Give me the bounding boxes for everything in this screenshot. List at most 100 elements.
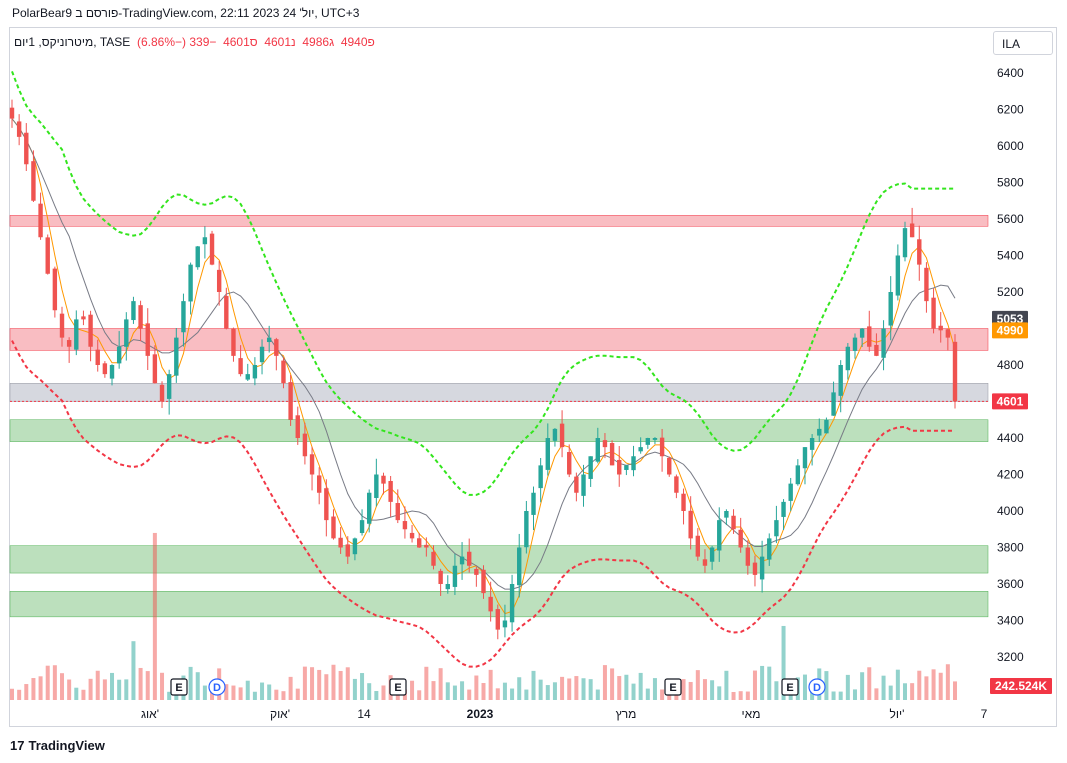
candle-body <box>481 569 486 594</box>
dividend-marker[interactable]: D <box>808 678 826 696</box>
volume-bar <box>102 679 107 700</box>
tradingview-logo[interactable]: 17 TradingView <box>10 738 105 753</box>
candle-body <box>759 556 765 580</box>
volume-bar <box>224 684 229 700</box>
candle-body <box>902 228 908 258</box>
volume-label-box <box>990 678 1052 694</box>
volume-bar <box>160 672 165 700</box>
volume-bar <box>417 690 422 700</box>
volume-bar <box>574 676 579 700</box>
y-tick-label: 4800 <box>997 358 1024 372</box>
candle-body <box>266 337 272 343</box>
dividend-marker[interactable]: D <box>208 678 226 696</box>
candle-body <box>888 292 893 326</box>
envelope-lower-line <box>11 340 955 668</box>
volume-bar <box>560 676 565 700</box>
candle-body <box>824 419 829 434</box>
branding-text: TradingView <box>28 738 105 753</box>
volume-bar <box>902 683 907 700</box>
volume-bar <box>910 683 915 700</box>
price-label-text: 4601 <box>997 394 1024 408</box>
candle-body <box>374 474 379 498</box>
publish-caption: PolarBear9 פורסם ב-TradingView.com, 22:1… <box>12 6 360 20</box>
volume-bar <box>381 685 386 700</box>
candle-body <box>445 584 450 590</box>
high-label: ג <box>329 35 335 49</box>
chart-frame[interactable] <box>9 27 1057 727</box>
volume-bar <box>652 678 657 700</box>
volume-bar <box>60 673 65 700</box>
zone-red <box>9 215 989 227</box>
candle-body <box>859 328 865 338</box>
candle-body <box>809 438 815 450</box>
candle-body <box>181 301 186 333</box>
x-tick-label: אוג' <box>141 707 159 721</box>
candle-body <box>331 516 336 539</box>
volume-bar <box>424 666 429 700</box>
volume-bar <box>838 691 843 700</box>
earnings-marker[interactable]: E <box>664 678 682 696</box>
volume-bar <box>802 674 807 700</box>
candle-body <box>52 268 58 311</box>
symbol-label[interactable]: מיטרוניקס, 1יום, TASE <box>14 35 131 49</box>
candle-body <box>681 493 686 511</box>
candle-body <box>116 346 122 364</box>
candle-body <box>259 346 265 363</box>
volume-bar <box>860 672 865 700</box>
candle-body <box>845 346 851 371</box>
earnings-marker[interactable]: E <box>781 678 799 696</box>
candle-body <box>931 297 936 329</box>
candle-body <box>152 354 158 384</box>
candle-body <box>166 374 172 399</box>
event-letter: E <box>786 682 793 694</box>
y-tick-label: 3800 <box>997 541 1024 555</box>
earnings-marker[interactable]: E <box>389 678 407 696</box>
candle-body <box>359 520 365 534</box>
candle-body <box>695 535 701 557</box>
volume-bar <box>260 682 265 700</box>
volume-bar <box>881 675 886 700</box>
candle-body <box>431 551 436 566</box>
volume-bar <box>195 672 200 700</box>
volume-bar <box>924 676 929 700</box>
earnings-icon <box>389 678 407 696</box>
candle-body <box>209 233 215 265</box>
sma-slow-line <box>11 118 956 590</box>
volume-bar <box>945 664 950 700</box>
volume-bar <box>110 672 115 700</box>
y-tick-label: 6400 <box>997 66 1024 80</box>
volume-bar <box>874 688 879 700</box>
candle-body <box>652 438 658 440</box>
volume-bar <box>10 688 14 700</box>
volume-bar <box>231 685 236 700</box>
volume-bar <box>431 681 436 700</box>
high-value: 4986 <box>302 35 330 49</box>
candle-body <box>531 492 536 515</box>
volume-bar <box>31 678 36 700</box>
volume-bar <box>138 667 143 700</box>
volume-bar <box>888 685 893 700</box>
earnings-marker[interactable]: E <box>170 678 188 696</box>
x-tick-label: מאי <box>742 707 761 721</box>
earnings-icon <box>170 678 188 696</box>
candle-body <box>45 237 50 274</box>
change-value: −339 (−6.86%) <box>136 35 217 49</box>
candle-body <box>174 337 179 376</box>
dividend-icon <box>808 678 826 696</box>
candle-body <box>381 475 386 484</box>
candle-body <box>838 365 843 396</box>
candle-body <box>281 360 286 384</box>
candle-body <box>917 239 922 265</box>
low-value: 4601 <box>264 35 292 49</box>
candle-body <box>795 465 801 485</box>
candle-body <box>424 544 429 548</box>
currency-button[interactable]: ILA <box>993 31 1053 55</box>
x-tick-label: 7 <box>981 707 988 721</box>
volume-bar <box>774 681 779 700</box>
candle-body <box>867 326 872 347</box>
close-value: 4601 <box>223 35 250 49</box>
candle-body <box>595 438 601 462</box>
candle-body <box>159 384 165 402</box>
zone-green <box>9 545 989 574</box>
